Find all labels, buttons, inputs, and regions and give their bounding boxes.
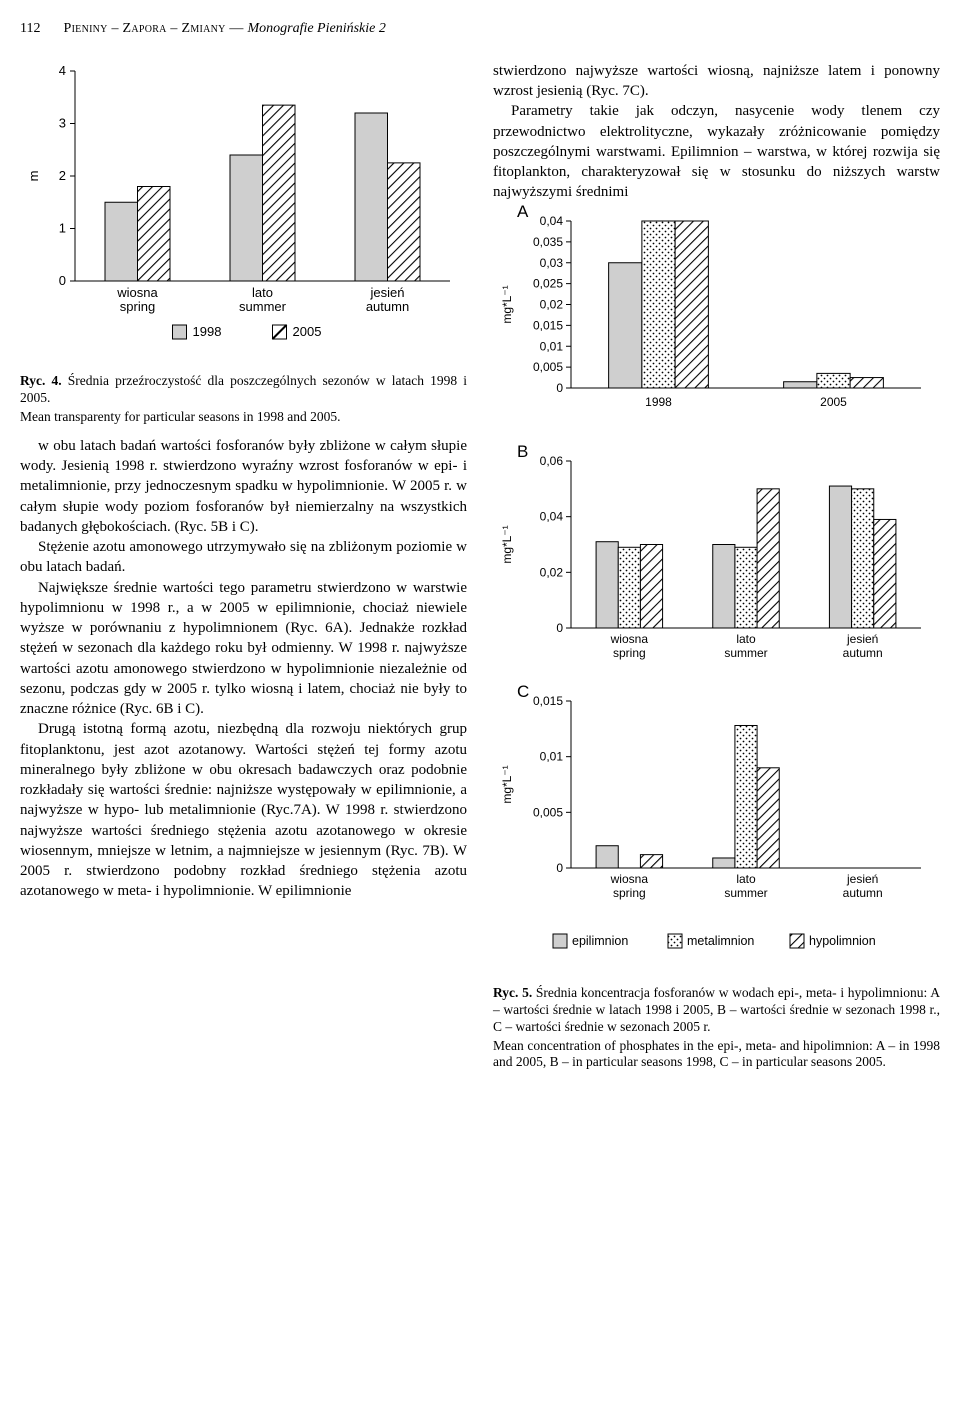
svg-text:0: 0	[59, 273, 66, 288]
svg-text:metalimnion: metalimnion	[687, 934, 754, 948]
svg-text:4: 4	[59, 63, 66, 78]
svg-text:0,015: 0,015	[533, 694, 563, 708]
fig4-chart: 0 1 2 3 4 wiosnaspring latosummer jesieńautumn m…	[20, 61, 460, 361]
fig5-caption-en: Mean concentration of phosphates in the …	[493, 1038, 940, 1072]
svg-text:0,01: 0,01	[540, 749, 564, 763]
svg-text:0,005: 0,005	[533, 360, 563, 374]
svg-text:B: B	[517, 442, 528, 461]
svg-text:mg*L⁻¹: mg*L⁻¹	[500, 525, 514, 563]
svg-text:wiosna: wiosna	[610, 632, 649, 646]
svg-text:m: m	[26, 170, 41, 181]
svg-text:spring: spring	[120, 299, 155, 314]
svg-text:A: A	[517, 203, 529, 221]
svg-text:0,02: 0,02	[540, 297, 564, 311]
running-title: Pieniny – Zapora – Zmiany —	[64, 21, 248, 36]
page-number: 112	[20, 20, 60, 39]
svg-text:0,03: 0,03	[540, 255, 564, 269]
svg-text:spring: spring	[613, 646, 646, 660]
svg-text:wiosna: wiosna	[116, 285, 158, 300]
fig4-caption-pl: Ryc. 4. Średnia przeźroczystość dla posz…	[20, 373, 467, 407]
svg-text:0,04: 0,04	[540, 214, 564, 228]
right-para-1: stwierdzono najwyższe wartości wiosną, n…	[493, 61, 940, 102]
svg-text:0: 0	[556, 381, 563, 395]
svg-text:2005: 2005	[293, 324, 322, 339]
left-para-2: Stężenie azotu amonowego utrzymywało się…	[20, 537, 467, 578]
svg-text:1998: 1998	[645, 395, 672, 409]
svg-text:summer: summer	[724, 646, 767, 660]
svg-text:spring: spring	[613, 886, 646, 900]
svg-text:mg*L⁻¹: mg*L⁻¹	[500, 285, 514, 323]
figure-4: 0 1 2 3 4 wiosnaspring latosummer jesieńautumn m…	[20, 61, 467, 426]
svg-text:C: C	[517, 682, 529, 701]
svg-text:hypolimnion: hypolimnion	[809, 934, 876, 948]
svg-text:0,06: 0,06	[540, 454, 564, 468]
figure-5: A 0 0,005 0,01 0,015 0,02 0,025 0,03 0,035 0,04 mg…	[493, 203, 940, 1072]
running-title-ital: Monografie Pienińskie 2	[247, 21, 385, 36]
left-para-4: Drugą istotną formą azotu, niezbędną dla…	[20, 719, 467, 901]
left-column: 0 1 2 3 4 wiosnaspring latosummer jesieńautumn m…	[20, 61, 467, 1081]
fig4-caption-en: Mean transparenty for particular seasons…	[20, 409, 467, 426]
svg-text:2005: 2005	[820, 395, 847, 409]
left-para-1: w obu latach badań wartości fosforanów b…	[20, 436, 467, 537]
svg-text:1: 1	[59, 220, 66, 235]
svg-text:0,04: 0,04	[540, 509, 564, 523]
svg-text:mg*L⁻¹: mg*L⁻¹	[500, 765, 514, 803]
svg-text:autumn: autumn	[843, 646, 883, 660]
svg-text:lato: lato	[736, 632, 756, 646]
svg-text:0,01: 0,01	[540, 339, 564, 353]
svg-text:2: 2	[59, 168, 66, 183]
svg-text:autumn: autumn	[366, 299, 409, 314]
fig5-chart: A 0 0,005 0,01 0,015 0,02 0,025 0,03 0,035 0,04 mg…	[493, 203, 933, 973]
running-head: 112 Pieniny – Zapora – Zmiany — Monograf…	[20, 20, 940, 39]
svg-text:jesień: jesień	[846, 632, 878, 646]
fig5-caption-pl: Ryc. 5. Średnia koncentracja fosforanów …	[493, 985, 940, 1036]
svg-text:autumn: autumn	[843, 886, 883, 900]
svg-text:lato: lato	[736, 872, 756, 886]
svg-text:epilimnion: epilimnion	[572, 934, 628, 948]
svg-text:0,005: 0,005	[533, 805, 563, 819]
svg-text:jesień: jesień	[370, 285, 405, 300]
svg-text:0,015: 0,015	[533, 318, 563, 332]
svg-text:0,025: 0,025	[533, 276, 563, 290]
svg-text:summer: summer	[724, 886, 767, 900]
svg-text:0: 0	[556, 621, 563, 635]
svg-text:lato: lato	[252, 285, 273, 300]
svg-text:jesień: jesień	[846, 872, 878, 886]
right-para-2: Parametry takie jak odczyn, nasycenie wo…	[493, 101, 940, 202]
svg-text:summer: summer	[239, 299, 287, 314]
svg-text:1998: 1998	[193, 324, 222, 339]
svg-text:wiosna: wiosna	[610, 872, 649, 886]
svg-text:0,035: 0,035	[533, 235, 563, 249]
svg-text:0: 0	[556, 861, 563, 875]
right-column: stwierdzono najwyższe wartości wiosną, n…	[493, 61, 940, 1081]
left-para-3: Największe średnie wartości tego paramet…	[20, 578, 467, 720]
svg-text:3: 3	[59, 115, 66, 130]
svg-text:0,02: 0,02	[540, 565, 564, 579]
